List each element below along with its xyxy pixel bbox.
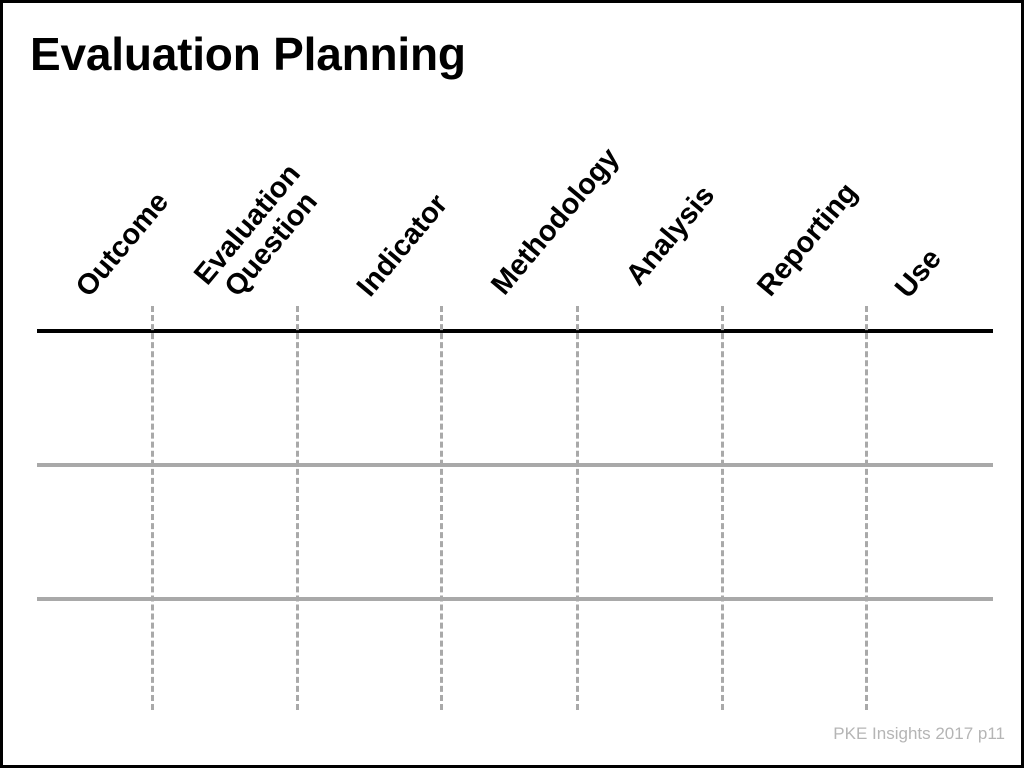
column-divider-4 <box>576 306 579 710</box>
row-divider-1 <box>37 463 993 467</box>
column-header-label: Evaluation Question <box>188 158 325 304</box>
column-header-label: Methodology <box>485 142 626 301</box>
column-header-label: Outcome <box>69 186 176 304</box>
column-header-label: Reporting <box>751 176 864 303</box>
footer-caption: PKE Insights 2017 p11 <box>833 724 1005 743</box>
column-divider-6 <box>865 306 868 710</box>
column-header-label: Use <box>889 242 948 305</box>
column-header-label: Indicator <box>350 188 455 303</box>
slide-title: Evaluation Planning <box>30 28 466 80</box>
column-divider-2 <box>296 306 299 710</box>
header-rule <box>37 329 993 333</box>
column-header-label: Analysis <box>619 179 722 292</box>
column-divider-1 <box>151 306 154 710</box>
row-divider-2 <box>37 597 993 601</box>
column-divider-3 <box>440 306 443 710</box>
column-divider-5 <box>721 306 724 710</box>
